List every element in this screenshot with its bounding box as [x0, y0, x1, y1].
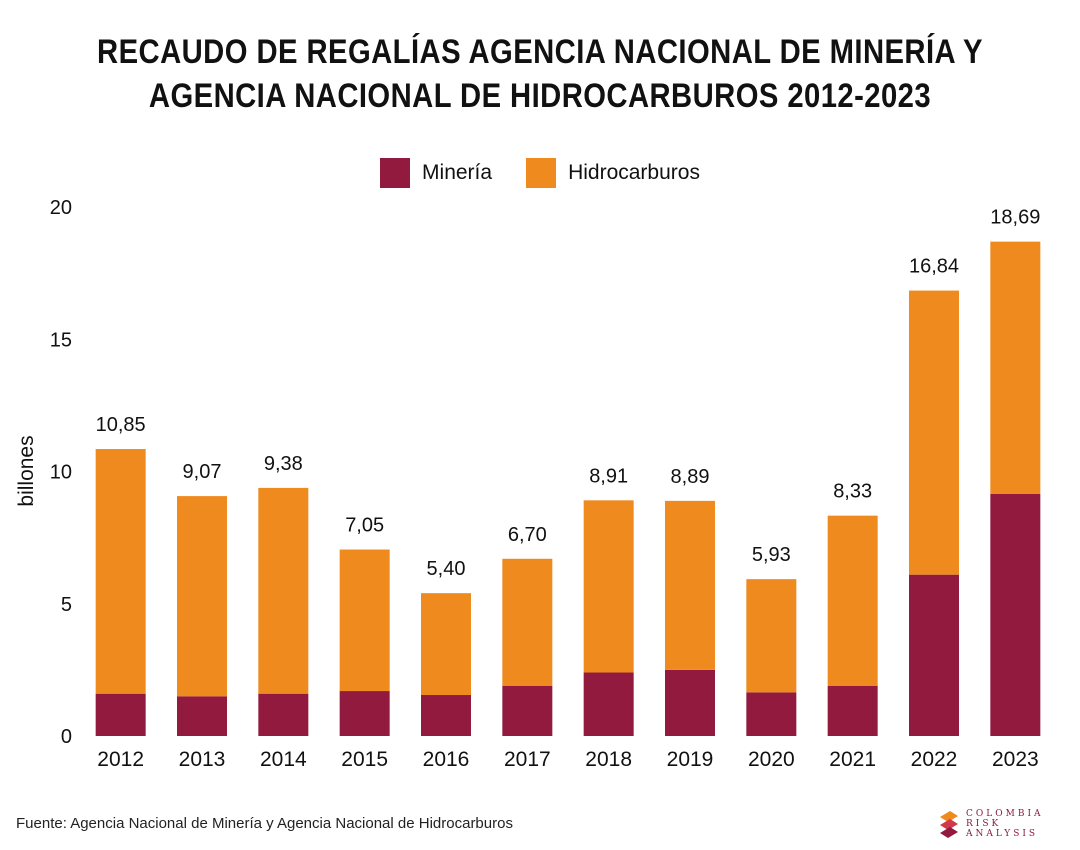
bar-mineria-2014 [258, 693, 309, 736]
total-label-2019: 8,89 [671, 466, 710, 488]
x-tick-label-2018: 2018 [585, 748, 632, 771]
bar-hidrocarburos-2021 [827, 515, 878, 686]
total-label-2014: 9,38 [264, 453, 303, 475]
bar-hidrocarburos-2013 [177, 496, 227, 697]
bar-mineria-2012 [95, 693, 146, 736]
logo-line-1: COLOMBIA [966, 809, 1044, 819]
x-tick-label-2020: 2020 [748, 748, 795, 771]
legend-item-hidrocarburos: Hidrocarburos [526, 158, 700, 188]
chart-title-line-2: AGENCIA NACIONAL DE HIDROCARBUROS 2012-2… [148, 77, 932, 115]
x-tick-label-2013: 2013 [179, 748, 226, 771]
source-note: Fuente: Agencia Nacional de Minería y Ag… [16, 815, 513, 832]
legend-label-hidrocarburos: Hidrocarburos [568, 161, 700, 184]
legend-swatch-mineria [380, 158, 411, 188]
bar-mineria-2015 [339, 691, 390, 736]
x-tick-label-2019: 2019 [667, 748, 714, 771]
bar-mineria-2016 [421, 695, 471, 736]
bar-mineria-2023 [990, 493, 1041, 736]
bar-hidrocarburos-2019 [665, 500, 715, 670]
x-tick-label-2021: 2021 [829, 748, 876, 771]
colombia-risk-analysis-logo: COLOMBIA RISK ANALYSIS [938, 806, 1058, 842]
bar-mineria-2021 [827, 685, 878, 736]
total-label-2017: 6,70 [508, 524, 547, 546]
total-label-2016: 5,40 [427, 558, 466, 580]
total-label-2013: 9,07 [183, 461, 222, 483]
y-axis-label: billones [15, 435, 38, 506]
bar-hidrocarburos-2015 [339, 549, 390, 692]
total-label-2018: 8,91 [589, 465, 628, 487]
y-tick-label: 20 [50, 197, 72, 219]
x-tick-label-2023: 2023 [992, 748, 1039, 771]
total-label-2020: 5,93 [752, 544, 791, 566]
x-tick-label-2016: 2016 [423, 748, 470, 771]
bar-mineria-2019 [665, 669, 715, 736]
x-tick-label-2015: 2015 [341, 748, 388, 771]
x-tick-label-2012: 2012 [97, 748, 144, 771]
bar-mineria-2017 [502, 685, 553, 736]
legend-label-mineria: Minería [422, 161, 493, 184]
bar-mineria-2013 [177, 696, 227, 736]
total-label-2021: 8,33 [833, 481, 872, 503]
logo-line-2: RISK [966, 819, 1002, 829]
bar-hidrocarburos-2012 [95, 449, 146, 694]
x-tick-label-2017: 2017 [504, 748, 551, 771]
total-label-2012: 10,85 [96, 414, 146, 436]
stacked-bar-chart: 0 5 10 15 20 billones 10,85 2012 9,07 2013 9,38 201… [15, 197, 1041, 771]
bar-mineria-2022 [909, 574, 959, 736]
chart-legend: Minería Hidrocarburos [0, 158, 1080, 188]
total-label-2023: 18,69 [990, 207, 1040, 229]
logo-line-3: ANALYSIS [966, 829, 1039, 839]
logo-mark-icon [940, 811, 958, 838]
y-tick-label: 0 [61, 726, 72, 748]
bar-hidrocarburos-2023 [990, 241, 1041, 494]
y-tick-label: 5 [61, 594, 72, 616]
legend-item-mineria: Minería [380, 158, 492, 188]
bar-hidrocarburos-2016 [421, 593, 471, 696]
total-label-2015: 7,05 [345, 515, 384, 537]
chart-title: RECAUDO DE REGALÍAS AGENCIA NACIONAL DE … [76, 30, 1005, 118]
logo-text: COLOMBIA RISK ANALYSIS [966, 809, 1044, 839]
chart-title-line-1: RECAUDO DE REGALÍAS AGENCIA NACIONAL DE … [97, 33, 983, 71]
bar-mineria-2018 [583, 672, 634, 736]
bar-hidrocarburos-2022 [909, 290, 959, 575]
x-tick-label-2014: 2014 [260, 748, 307, 771]
bar-hidrocarburos-2017 [502, 558, 553, 686]
bar-hidrocarburos-2018 [583, 500, 634, 673]
bar-mineria-2020 [746, 692, 797, 736]
y-tick-label: 15 [50, 329, 72, 351]
x-tick-label-2022: 2022 [911, 748, 958, 771]
legend-swatch-hidrocarburos [526, 158, 557, 188]
total-label-2022: 16,84 [909, 256, 959, 278]
y-tick-label: 10 [50, 462, 72, 484]
bar-hidrocarburos-2020 [746, 579, 797, 693]
bar-hidrocarburos-2014 [258, 487, 309, 694]
